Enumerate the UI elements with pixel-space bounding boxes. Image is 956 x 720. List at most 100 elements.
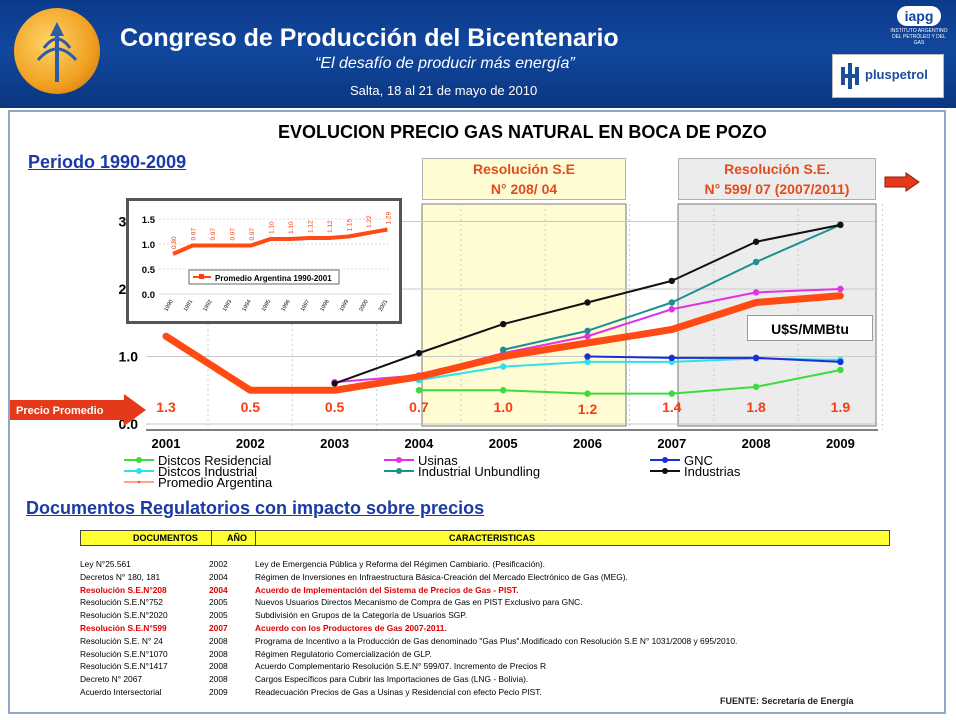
data-point	[752, 383, 760, 391]
row-caracteristica: Ley de Emergencia Pública y Reforma del …	[255, 559, 545, 569]
inset-x-tick: 1990	[163, 299, 174, 313]
inset-legend-box	[188, 269, 340, 285]
row-caracteristica: Régimen de Inversiones en Infraestructur…	[255, 571, 628, 582]
data-point	[668, 390, 675, 397]
data-point	[837, 358, 844, 366]
inset-data-label: 1.12	[327, 220, 334, 233]
res2-line1: Resolución S.E.	[724, 161, 830, 177]
inset-y-tick: 0.0	[142, 290, 155, 301]
row-documento: Resolución S.E.N°1417	[80, 661, 168, 672]
x-tick-label: 2003	[320, 436, 349, 451]
row-documento: Resolución S.E.N°1070	[80, 648, 168, 659]
row-documento: Ley N°25.561	[80, 559, 131, 569]
congress-logo	[14, 8, 100, 94]
inset-legend-marker	[199, 274, 204, 279]
row-caracteristica: Acuerdo con los Productores de Gas 2007-…	[255, 623, 447, 633]
data-point	[415, 349, 423, 357]
row-caracteristica: Nuevos Usuarios Directos Mecanismo de Co…	[255, 597, 583, 608]
precio-promedio-label: Precio Promedio	[16, 405, 104, 417]
legend-marker	[396, 457, 402, 463]
inset-data-label: 1.15	[347, 218, 354, 231]
inset-data-label: 0.97	[230, 227, 237, 240]
period-208-shade	[421, 203, 627, 427]
inset-x-tick: 2000	[358, 299, 369, 313]
data-label: 1.4	[662, 399, 682, 415]
header-documentos: DOCUMENTOS	[133, 533, 198, 543]
inset-legend-label: Promedio Argentina 1990-2001	[215, 274, 332, 283]
iapg-caption: INSTITUTO ARGENTINO DEL PETRÓLEO Y DEL G…	[890, 28, 948, 46]
periodo-link[interactable]: Periodo 1990-2009	[28, 152, 187, 172]
legend-marker	[136, 468, 142, 474]
x-tick-label: 2004	[404, 436, 434, 451]
inset-x-tick: 2001	[378, 299, 389, 313]
data-point	[500, 387, 507, 394]
row-caracteristica: Acuerdo de Implementación del Sistema de…	[255, 584, 519, 595]
legend-marker	[662, 468, 668, 474]
inset-data-label: 0.97	[249, 227, 256, 240]
x-tick-label: 2001	[152, 436, 181, 451]
row-documento: Resolución S.E.N°599	[80, 623, 167, 633]
row-anio: 2005	[209, 610, 228, 621]
banner-title: Congreso de Producción del Bicentenario	[120, 24, 619, 52]
inset-x-tick: 1998	[319, 299, 330, 313]
y-tick-label: 1.0	[119, 349, 139, 365]
header-anio: AÑO	[227, 533, 247, 543]
iapg-logo: iapg INSTITUTO ARGENTINO DEL PETRÓLEO Y …	[888, 4, 950, 48]
row-anio: 2009	[209, 687, 228, 697]
data-point	[584, 390, 591, 397]
legend-label: Distcos Residencial	[158, 453, 272, 468]
inset-x-tick: 1997	[300, 299, 311, 313]
row-documento: Acuerdo Intersectorial	[80, 687, 162, 697]
banner-subtitle: “El desafío de producir más energía”	[315, 55, 575, 72]
data-point	[584, 327, 591, 335]
inset-x-tick: 1992	[202, 299, 213, 313]
inset-data-label: 0.80	[171, 236, 178, 249]
row-caracteristica: Régimen Regulatorio Comercialización de …	[255, 648, 432, 659]
row-caracteristica: Readecuación Precios de Gas a Usinas y R…	[255, 687, 542, 697]
legend-marker	[396, 468, 402, 474]
row-documento: Resolución S.E. N° 24	[80, 635, 163, 646]
res2-line2: N° 599/ 07 (2007/2011)	[704, 181, 850, 197]
x-tick-label: 2009	[826, 436, 855, 451]
legend-label: Promedio Argentina	[158, 475, 273, 490]
series-line-promedio-argentina	[162, 292, 844, 394]
inset-data-label: 0.97	[191, 227, 198, 240]
data-label: 0.7	[409, 399, 429, 415]
inset-chart: 0.0 0.5 1.0 1.5 0.80 0.97 0.97 0.97 0.97 1.10 1.10…	[126, 198, 402, 324]
source-note: FUENTE: Secretaría de Energía	[720, 696, 854, 706]
data-point	[752, 289, 760, 296]
data-point	[837, 285, 844, 293]
data-label: 1.0	[493, 399, 513, 415]
pluspetrol-logo: pluspetrol	[832, 54, 944, 98]
page-title: EVOLUCION PRECIO GAS NATURAL EN BOCA DE …	[278, 122, 767, 142]
inset-data-label: 1.10	[288, 221, 295, 234]
row-documento: Resolución S.E.N°2020	[80, 610, 168, 621]
table-header: DOCUMENTOS AÑO CARACTERISTICAS	[80, 530, 890, 546]
data-point	[837, 221, 844, 229]
row-anio: 2004	[209, 584, 228, 595]
row-documento: Decreto N° 2067	[80, 674, 143, 685]
inset-x-tick: 1991	[183, 299, 194, 313]
legend-marker	[137, 480, 141, 484]
row-anio: 2008	[209, 674, 228, 685]
data-point	[752, 354, 760, 362]
data-label: 1.9	[831, 399, 851, 415]
row-documento: Resolución S.E.N°752	[80, 597, 163, 608]
legend-label: Industrial Unbundling	[418, 464, 540, 479]
inset-x-tick: 1995	[261, 299, 272, 313]
data-point	[415, 387, 423, 394]
data-point	[584, 299, 591, 306]
arrow-right-icon	[884, 172, 920, 192]
data-point	[584, 358, 591, 366]
inset-y-tick: 0.5	[142, 265, 156, 276]
precio-promedio-arrow	[10, 394, 146, 426]
row-caracteristica: Programa de Incentivo a la Producción de…	[255, 635, 738, 646]
inset-data-label: 1.22	[366, 215, 373, 228]
documents-title[interactable]: Documentos Regulatorios con impacto sobr…	[26, 498, 485, 518]
data-point	[668, 299, 675, 306]
inset-data-label: 1.12	[308, 220, 315, 233]
iapg-badge: iapg	[896, 6, 942, 26]
inset-x-tick: 1994	[241, 299, 252, 313]
row-anio: 2004	[209, 571, 228, 582]
